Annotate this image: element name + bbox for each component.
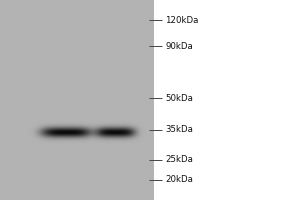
Text: 20kDa: 20kDa	[165, 175, 193, 184]
Text: 35kDa: 35kDa	[165, 125, 193, 134]
Text: 90kDa: 90kDa	[165, 42, 193, 51]
Text: 50kDa: 50kDa	[165, 94, 193, 103]
Text: 25kDa: 25kDa	[165, 155, 193, 164]
Text: 120kDa: 120kDa	[165, 16, 198, 25]
